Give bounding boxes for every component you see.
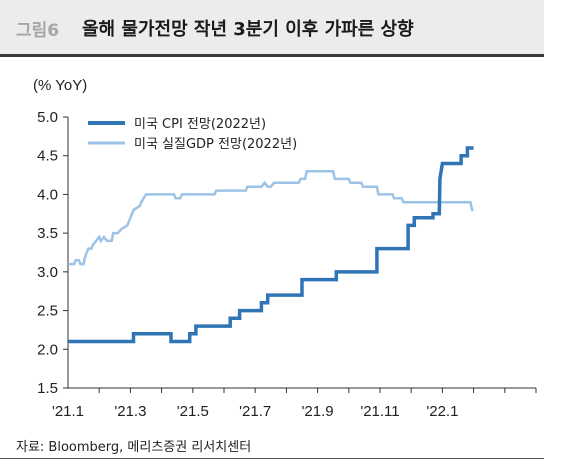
y-tick-label: 2.5 xyxy=(37,303,58,320)
x-tick-label: '21.1 xyxy=(52,403,84,420)
y-tick-label: 2.0 xyxy=(37,341,58,358)
y-tick-label: 4.5 xyxy=(37,148,58,165)
y-tick-label: 4.0 xyxy=(37,186,58,203)
x-tick-label: '21.5 xyxy=(177,403,209,420)
y-tick-label: 1.5 xyxy=(37,380,58,397)
y-axis: 5.0 4.5 4.0 3.5 3.0 2.5 2.0 1.5 xyxy=(37,109,69,397)
bottom-rule xyxy=(0,458,544,459)
figure-header: 그림6 올해 물가전망 작년 3분기 이후 가파른 상향 xyxy=(0,0,544,57)
series-lines xyxy=(68,146,474,344)
series-line-cpi xyxy=(68,146,474,344)
legend-label-cpi: 미국 CPI 전망(2022년) xyxy=(134,117,266,132)
line-chart: (% YoY) 5.04.54.03.53.02.52.01.5 '21.1'2… xyxy=(33,77,537,420)
x-tick-label: '21.9 xyxy=(302,403,334,420)
legend: 미국 CPI 전망(2022년) 미국 실질GDP 전망(2022년) xyxy=(88,117,297,152)
figure-number: 그림6 xyxy=(16,21,60,41)
chart-title: 올해 물가전망 작년 3분기 이후 가파른 상향 xyxy=(82,19,414,40)
x-tick-label: '22.1 xyxy=(426,403,458,420)
y-tick-label: 5.0 xyxy=(37,109,58,126)
y-tick-label: 3.5 xyxy=(37,225,58,242)
x-tick-label: '21.3 xyxy=(114,403,146,420)
series-line-gdp xyxy=(68,169,474,266)
y-unit-label: (% YoY) xyxy=(33,77,87,94)
legend-label-gdp: 미국 실질GDP 전망(2022년) xyxy=(134,137,297,152)
source-note: 자료: Bloomberg, 메리츠증권 리서치센터 xyxy=(16,440,252,455)
x-tick-label: '21.7 xyxy=(239,403,271,420)
x-axis: '21.1 '21.3 '21.5 '21.7 '21.9 '21.11 '22.1 xyxy=(52,387,537,420)
y-tick-label: 3.0 xyxy=(37,264,58,281)
x-tick-label: '21.11 xyxy=(360,403,399,420)
